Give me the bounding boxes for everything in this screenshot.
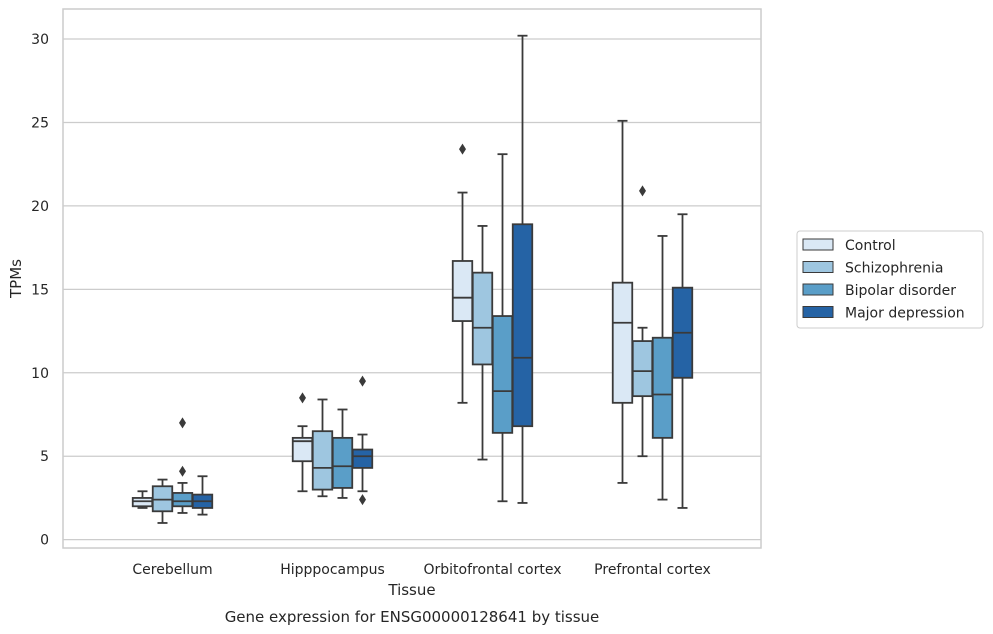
x-tick-label: Prefrontal cortex [594,562,711,578]
outlier-point [639,185,646,197]
box-body [451,260,474,322]
y-tick-label: 0 [40,533,49,549]
legend-label: Control [845,238,896,254]
outlier-point [299,392,306,404]
box [291,392,314,493]
box-body [311,430,334,491]
box-body [171,492,194,508]
box [171,417,194,514]
outlier-point [459,143,466,155]
box-body [351,448,374,469]
legend-frame [796,230,984,329]
box [451,143,474,404]
plot-area-frame [62,8,762,549]
x-tick-label: Cerebellum [132,562,212,578]
legend: Control Schizophrenia Bipolar disorder Majo… [796,230,984,329]
box-body [631,340,654,398]
box [311,398,334,498]
box [351,375,374,506]
x-axis-label: Tissue [387,581,435,599]
y-tick-label: 25 [31,115,49,131]
y-axis-label: TPMs [7,259,25,299]
y-tick-label: 5 [40,449,49,465]
legend-label: Major depression [845,306,965,322]
figure-caption: Gene expression for ENSG00000128641 by t… [225,608,600,626]
box-body [651,336,674,439]
legend-swatch [802,306,834,318]
box-body [491,315,514,434]
box [511,34,534,504]
box [331,408,354,499]
y-tick-label: 10 [31,366,49,382]
box-body [511,223,534,428]
x-tick-label: Hipppocampus [280,562,385,578]
box [611,119,634,484]
outlier-point [179,465,186,477]
gridlines [63,38,761,541]
y-tick-label: 30 [31,32,49,48]
legend-label: Bipolar disorder [845,283,956,299]
y-tick-label: 15 [31,282,49,298]
box [671,213,694,509]
y-axis-ticks: 0 5 10 15 20 25 30 [31,32,49,549]
outlier-point [359,375,366,387]
box [471,225,494,461]
box [151,478,174,524]
y-tick-label: 20 [31,199,49,215]
outlier-point [359,494,366,506]
legend-swatch [802,238,834,251]
x-tick-label: Orbitofrontal cortex [424,562,562,578]
box-body [331,436,354,489]
boxes [131,34,694,524]
box [491,153,514,503]
legend-swatch [802,261,834,273]
legend-swatch [802,283,834,296]
legend-label: Schizophrenia [845,261,943,277]
box-body [611,281,634,404]
box [131,490,154,509]
box-body [471,271,494,366]
x-axis-ticks: Cerebellum Hipppocampus Orbitofrontal cort… [132,562,710,578]
box [631,185,654,458]
outlier-point [179,417,186,429]
box [651,235,674,501]
box [191,475,214,516]
